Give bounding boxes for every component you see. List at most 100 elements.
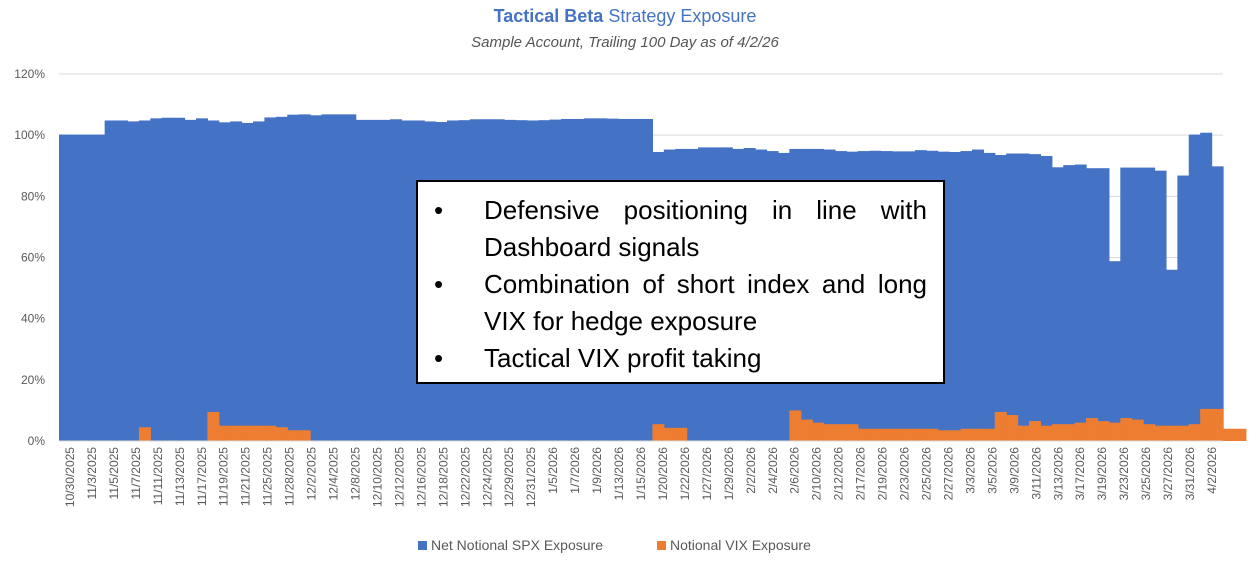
spx-bar xyxy=(116,120,129,441)
spx-bar xyxy=(1211,166,1224,441)
vix-bar xyxy=(218,425,231,441)
spx-bar xyxy=(389,119,402,441)
spx-bar xyxy=(1188,134,1201,441)
spx-bar xyxy=(1165,269,1178,441)
x-tick-label: 3/23/2026 xyxy=(1117,447,1131,501)
spx-bar xyxy=(218,122,231,442)
vix-bar xyxy=(241,425,254,441)
spx-bar xyxy=(1200,132,1213,441)
vix-bar xyxy=(971,428,984,441)
spx-bar xyxy=(1051,167,1064,441)
spx-bar xyxy=(1086,168,1099,442)
vix-bar xyxy=(264,425,277,441)
spx-bar xyxy=(150,118,163,442)
x-tick-label: 12/31/2025 xyxy=(524,447,538,507)
callout-bullet: Combination of short index and long VIX … xyxy=(430,266,927,340)
x-tick-label: 1/9/2026 xyxy=(590,447,604,494)
spx-bar xyxy=(310,115,323,441)
x-tick-label: 11/7/2025 xyxy=(129,447,143,500)
vix-bar xyxy=(1131,419,1144,441)
vix-bar xyxy=(994,411,1007,441)
spx-bar xyxy=(332,114,345,442)
vix-bar xyxy=(1108,422,1121,441)
spx-bar xyxy=(949,151,962,442)
spx-bar xyxy=(971,149,984,441)
chart-title-rest: Strategy Exposure xyxy=(603,6,757,26)
x-tick-label: 10/30/2025 xyxy=(63,447,77,507)
spx-bar xyxy=(983,152,996,441)
vix-bar xyxy=(983,428,996,441)
x-tick-label: 3/25/2026 xyxy=(1139,447,1153,501)
x-tick-label: 2/2/2026 xyxy=(744,447,758,494)
spx-bar xyxy=(138,120,151,441)
x-tick-label: 3/3/2026 xyxy=(963,447,977,494)
x-tick-label: 3/17/2026 xyxy=(1073,447,1087,501)
vix-bar xyxy=(823,424,836,441)
vix-bar xyxy=(1234,428,1247,441)
x-tick-label: 2/10/2026 xyxy=(810,447,824,501)
spx-bar xyxy=(1074,164,1087,441)
vix-bar xyxy=(926,428,939,441)
spx-bar xyxy=(104,120,117,441)
spx-bar xyxy=(184,119,197,441)
legend-swatch xyxy=(418,541,427,550)
legend-swatch xyxy=(657,541,666,550)
y-tick-label: 120% xyxy=(14,67,45,81)
x-tick-label: 11/21/2025 xyxy=(239,447,253,506)
vix-bar xyxy=(1211,408,1224,441)
vix-bar xyxy=(1029,421,1042,441)
x-tick-label: 12/2/2025 xyxy=(305,447,319,501)
spx-bar xyxy=(1154,170,1167,442)
spx-bar xyxy=(355,119,368,441)
x-tick-label: 3/13/2026 xyxy=(1051,447,1065,501)
x-tick-label: 11/28/2025 xyxy=(283,447,297,506)
vix-bar xyxy=(857,428,870,441)
vix-bar xyxy=(937,430,950,441)
x-tick-label: 1/29/2026 xyxy=(722,447,736,501)
vix-bar xyxy=(835,424,848,441)
x-tick-label: 11/19/2025 xyxy=(217,447,231,506)
vix-bar xyxy=(903,428,916,441)
spx-bar xyxy=(1120,167,1133,441)
x-tick-label: 11/25/2025 xyxy=(261,447,275,506)
x-tick-label: 1/20/2026 xyxy=(656,447,670,501)
x-tick-label: 11/5/2025 xyxy=(107,447,121,500)
vix-bar xyxy=(1143,424,1156,441)
vix-bar xyxy=(1051,424,1064,441)
spx-bar xyxy=(195,118,208,442)
spx-bar xyxy=(1029,154,1042,441)
x-tick-label: 12/16/2025 xyxy=(414,447,428,507)
vix-bar xyxy=(675,427,688,441)
vix-bar xyxy=(1177,425,1190,441)
chart-title-strong: Tactical Beta xyxy=(493,6,604,26)
vix-bar xyxy=(298,430,311,441)
y-tick-label: 60% xyxy=(21,251,45,265)
x-tick-label: 2/17/2026 xyxy=(854,447,868,501)
vix-bar xyxy=(652,424,665,441)
x-tick-label: 11/11/2025 xyxy=(151,447,165,506)
spx-bar xyxy=(264,117,277,441)
spx-bar xyxy=(1143,167,1156,441)
y-tick-label: 100% xyxy=(14,128,45,142)
x-tick-label: 12/18/2025 xyxy=(436,447,450,507)
vix-bar xyxy=(663,427,676,441)
spx-bar xyxy=(287,114,300,441)
vix-bar xyxy=(846,424,859,441)
legend-label: Notional VIX Exposure xyxy=(670,537,811,553)
x-tick-label: 12/24/2025 xyxy=(480,447,494,507)
spx-bar xyxy=(321,114,334,442)
y-tick-label: 80% xyxy=(21,189,45,203)
x-tick-label: 2/6/2026 xyxy=(788,447,802,494)
x-tick-label: 1/5/2026 xyxy=(546,447,560,494)
x-tick-label: 1/22/2026 xyxy=(678,447,692,501)
vix-bar xyxy=(960,428,973,441)
x-tick-label: 3/19/2026 xyxy=(1095,447,1109,501)
x-tick-label: 11/17/2025 xyxy=(195,447,209,506)
spx-bar xyxy=(1063,165,1076,441)
spx-bar xyxy=(207,120,220,441)
x-tick-label: 12/22/2025 xyxy=(458,447,472,507)
vix-bar xyxy=(275,427,288,441)
x-tick-label: 12/29/2025 xyxy=(502,447,516,507)
x-tick-label: 12/4/2025 xyxy=(327,447,341,501)
vix-bar xyxy=(1017,425,1030,441)
